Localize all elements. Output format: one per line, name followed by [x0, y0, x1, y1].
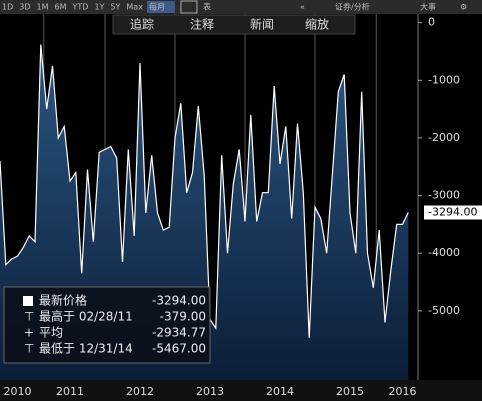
range-button[interactable]: YTD: [72, 3, 89, 12]
analysis-button[interactable]: 证券/分析: [335, 2, 370, 12]
x-axis-bar: [0, 380, 482, 401]
period-button[interactable]: 每月: [149, 2, 165, 12]
action-button[interactable]: 缩放: [305, 17, 329, 32]
collapse-button[interactable]: «: [300, 3, 305, 12]
y-tick-label: -1000: [428, 73, 460, 86]
legend-name: 最新价格: [39, 293, 87, 308]
x-tick-label: 2013: [196, 385, 224, 398]
last-value-label: -3294.00: [428, 206, 477, 219]
legend-name: 最低于 12/31/14: [39, 342, 133, 356]
y-tick-label: -2000: [428, 131, 460, 144]
legend-marker: ⊤: [24, 342, 34, 356]
last-value-tag: [424, 205, 482, 220]
range-button[interactable]: Max: [126, 3, 143, 12]
legend-marker: +: [24, 326, 34, 340]
x-tick-label: 2010: [4, 385, 32, 398]
x-tick-label: 2015: [336, 385, 364, 398]
chart-icon[interactable]: [180, 0, 198, 14]
legend-value: -3294.00: [152, 294, 206, 308]
table-button[interactable]: 表: [203, 2, 211, 12]
x-tick-label: 2011: [56, 385, 84, 398]
legend-value: -5467.00: [152, 342, 206, 356]
legend-value: -379.00: [160, 310, 206, 324]
range-button[interactable]: 6M: [55, 3, 67, 12]
y-tick-label: -5000: [428, 304, 460, 317]
range-button[interactable]: 1M: [37, 3, 49, 12]
settings-button[interactable]: ⚙: [460, 3, 467, 12]
x-tick-label: 2016: [389, 385, 417, 398]
range-button[interactable]: 1D: [2, 3, 13, 12]
range-button[interactable]: 1Y: [94, 3, 104, 12]
line: [0, 44, 409, 338]
legend-name: 平均: [39, 326, 63, 340]
action-button[interactable]: 新闻: [250, 17, 274, 32]
toolbar: [0, 0, 482, 14]
y-tick-label: -4000: [428, 246, 460, 259]
legend-marker: ⊤: [24, 310, 34, 324]
legend-name: 最高于 02/28/11: [39, 309, 133, 324]
y-tick-label: 0: [428, 16, 435, 29]
events-button[interactable]: 大事: [420, 2, 436, 12]
legend-swatch: [23, 296, 33, 306]
action-button[interactable]: 追踪: [130, 17, 154, 32]
range-button[interactable]: 3D: [19, 3, 30, 12]
period-box: [146, 1, 175, 13]
legend: [3, 286, 211, 364]
x-tick-label: 2012: [126, 385, 154, 398]
range-button[interactable]: 5Y: [110, 3, 120, 12]
legend-value: -2934.77: [152, 326, 206, 340]
action-bar: [112, 14, 356, 35]
action-button[interactable]: 注释: [190, 17, 214, 32]
x-tick-label: 2014: [266, 385, 294, 398]
y-tick-label: -3000: [428, 189, 460, 202]
